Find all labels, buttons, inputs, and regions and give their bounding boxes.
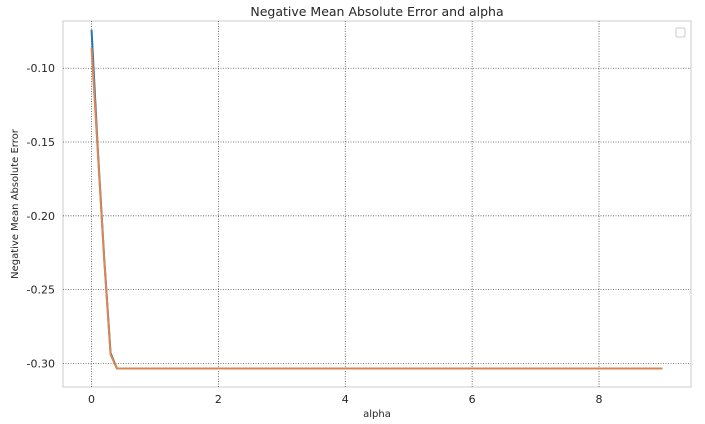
x-tick-label: 6: [469, 393, 476, 406]
x-axis-label: alpha: [363, 409, 391, 420]
x-tick-label: 4: [342, 393, 349, 406]
series-line-2: [90, 47, 663, 370]
y-tick-label: -0.15: [27, 136, 55, 149]
y-tick-label: -0.25: [27, 284, 55, 297]
plot-area: [62, 20, 692, 388]
x-tick-label: 0: [88, 393, 95, 406]
legend-box: [675, 27, 686, 38]
y-tick-label: -0.30: [27, 357, 55, 370]
x-tick-label: 8: [596, 393, 603, 406]
y-tick-label: -0.20: [27, 210, 55, 223]
y-tick-label: -0.10: [27, 62, 55, 75]
chart-title: Negative Mean Absolute Error and alpha: [250, 4, 503, 19]
y-axis-label: Negative Mean Absolute Error: [10, 128, 21, 279]
x-tick-label: 2: [215, 393, 222, 406]
